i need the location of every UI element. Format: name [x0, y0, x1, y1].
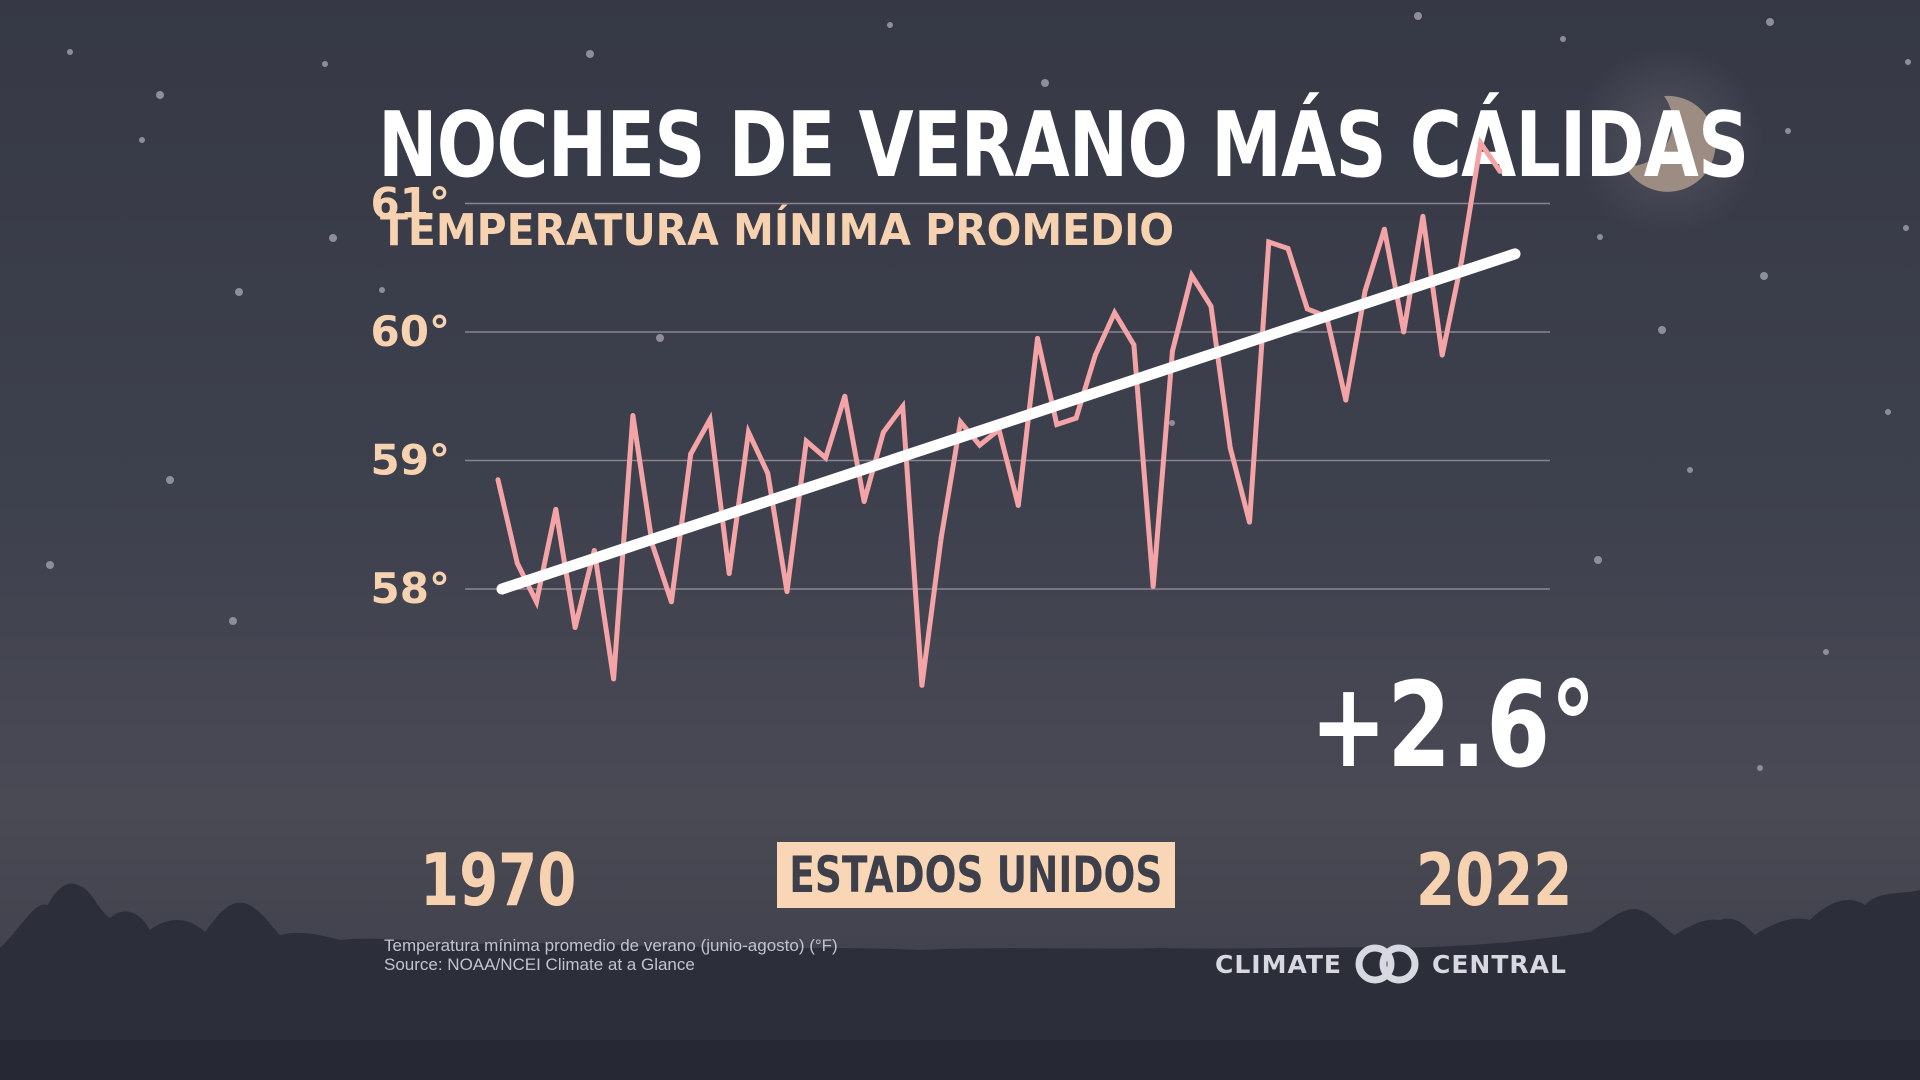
data-point — [900, 404, 906, 410]
data-point — [1285, 245, 1291, 251]
data-point — [1150, 583, 1156, 589]
data-point — [784, 589, 790, 595]
data-point — [1401, 329, 1407, 335]
data-point — [1362, 288, 1368, 294]
data-point — [1439, 352, 1445, 358]
climate-central-logo: CLIMATE CENTRAL — [1215, 944, 1567, 984]
chart-subtitle: TEMPERATURA MÍNIMA PROMEDIO — [380, 205, 1175, 256]
data-point — [553, 506, 559, 512]
y-tick-label: 59° — [371, 436, 450, 485]
data-point — [1054, 422, 1060, 428]
data-point — [1478, 140, 1484, 146]
brand-text-left: CLIMATE — [1215, 949, 1342, 979]
footnote: Temperatura mínima promedio de verano (j… — [384, 936, 838, 974]
data-point — [1497, 168, 1503, 174]
data-point — [1131, 342, 1137, 348]
data-point — [1015, 502, 1021, 508]
data-point — [1169, 348, 1175, 354]
y-tick-label: 61° — [371, 179, 450, 228]
data-point — [611, 676, 617, 682]
data-point — [880, 429, 886, 435]
data-point — [1304, 306, 1310, 312]
footnote-description: Temperatura mínima promedio de verano (j… — [384, 936, 838, 955]
data-point — [534, 599, 540, 605]
data-point — [514, 560, 520, 566]
region-label: ESTADOS UNIDOS — [789, 846, 1163, 904]
gridlines — [465, 202, 1550, 590]
x-tick-label-start: 1970 — [420, 838, 577, 922]
data-point — [726, 571, 732, 577]
data-point — [861, 499, 867, 505]
treeline — [0, 883, 1920, 1080]
data-point — [1073, 415, 1079, 421]
y-tick-label: 60° — [371, 307, 450, 356]
data-point — [746, 429, 751, 435]
data-series — [495, 136, 1521, 688]
data-point — [803, 438, 809, 444]
data-point — [842, 393, 848, 399]
data-point — [688, 451, 694, 457]
data-point — [1458, 258, 1464, 264]
y-tick-label: 58° — [371, 564, 450, 613]
data-point — [668, 599, 674, 605]
data-point — [1343, 397, 1349, 403]
data-point — [765, 470, 771, 476]
data-point — [1208, 303, 1214, 309]
moon-icon — [1573, 45, 1763, 235]
y-axis-labels: 58° 59° 60° 61° — [371, 179, 450, 614]
footnote-source: Source: NOAA/NCEI Climate at a Glance — [384, 955, 695, 974]
change-annotation: +2.6° — [1310, 656, 1597, 794]
data-point — [977, 442, 983, 448]
data-point — [1035, 335, 1041, 341]
brand-text-right: CENTRAL — [1432, 949, 1567, 979]
data-point — [957, 419, 963, 425]
data-point — [572, 625, 578, 631]
data-point — [630, 413, 636, 419]
data-point — [1092, 352, 1098, 358]
data-point — [1420, 213, 1426, 219]
data-point — [919, 682, 925, 688]
data-point — [1381, 226, 1387, 232]
data-point — [823, 455, 829, 461]
data-point — [707, 416, 713, 422]
data-point — [1266, 239, 1272, 245]
data-point — [591, 547, 597, 553]
series-line-annual — [495, 136, 1503, 686]
region-badge: ESTADOS UNIDOS — [777, 842, 1175, 908]
data-point — [1227, 445, 1233, 451]
data-point — [495, 477, 501, 483]
data-point — [1189, 272, 1195, 278]
data-point — [1112, 310, 1118, 316]
trend-line — [496, 248, 1521, 595]
stars — [46, 12, 1911, 771]
x-tick-label-end: 2022 — [1416, 838, 1573, 922]
interlocking-rings-icon — [1355, 944, 1419, 984]
data-point — [1247, 519, 1252, 525]
data-point — [938, 535, 944, 541]
